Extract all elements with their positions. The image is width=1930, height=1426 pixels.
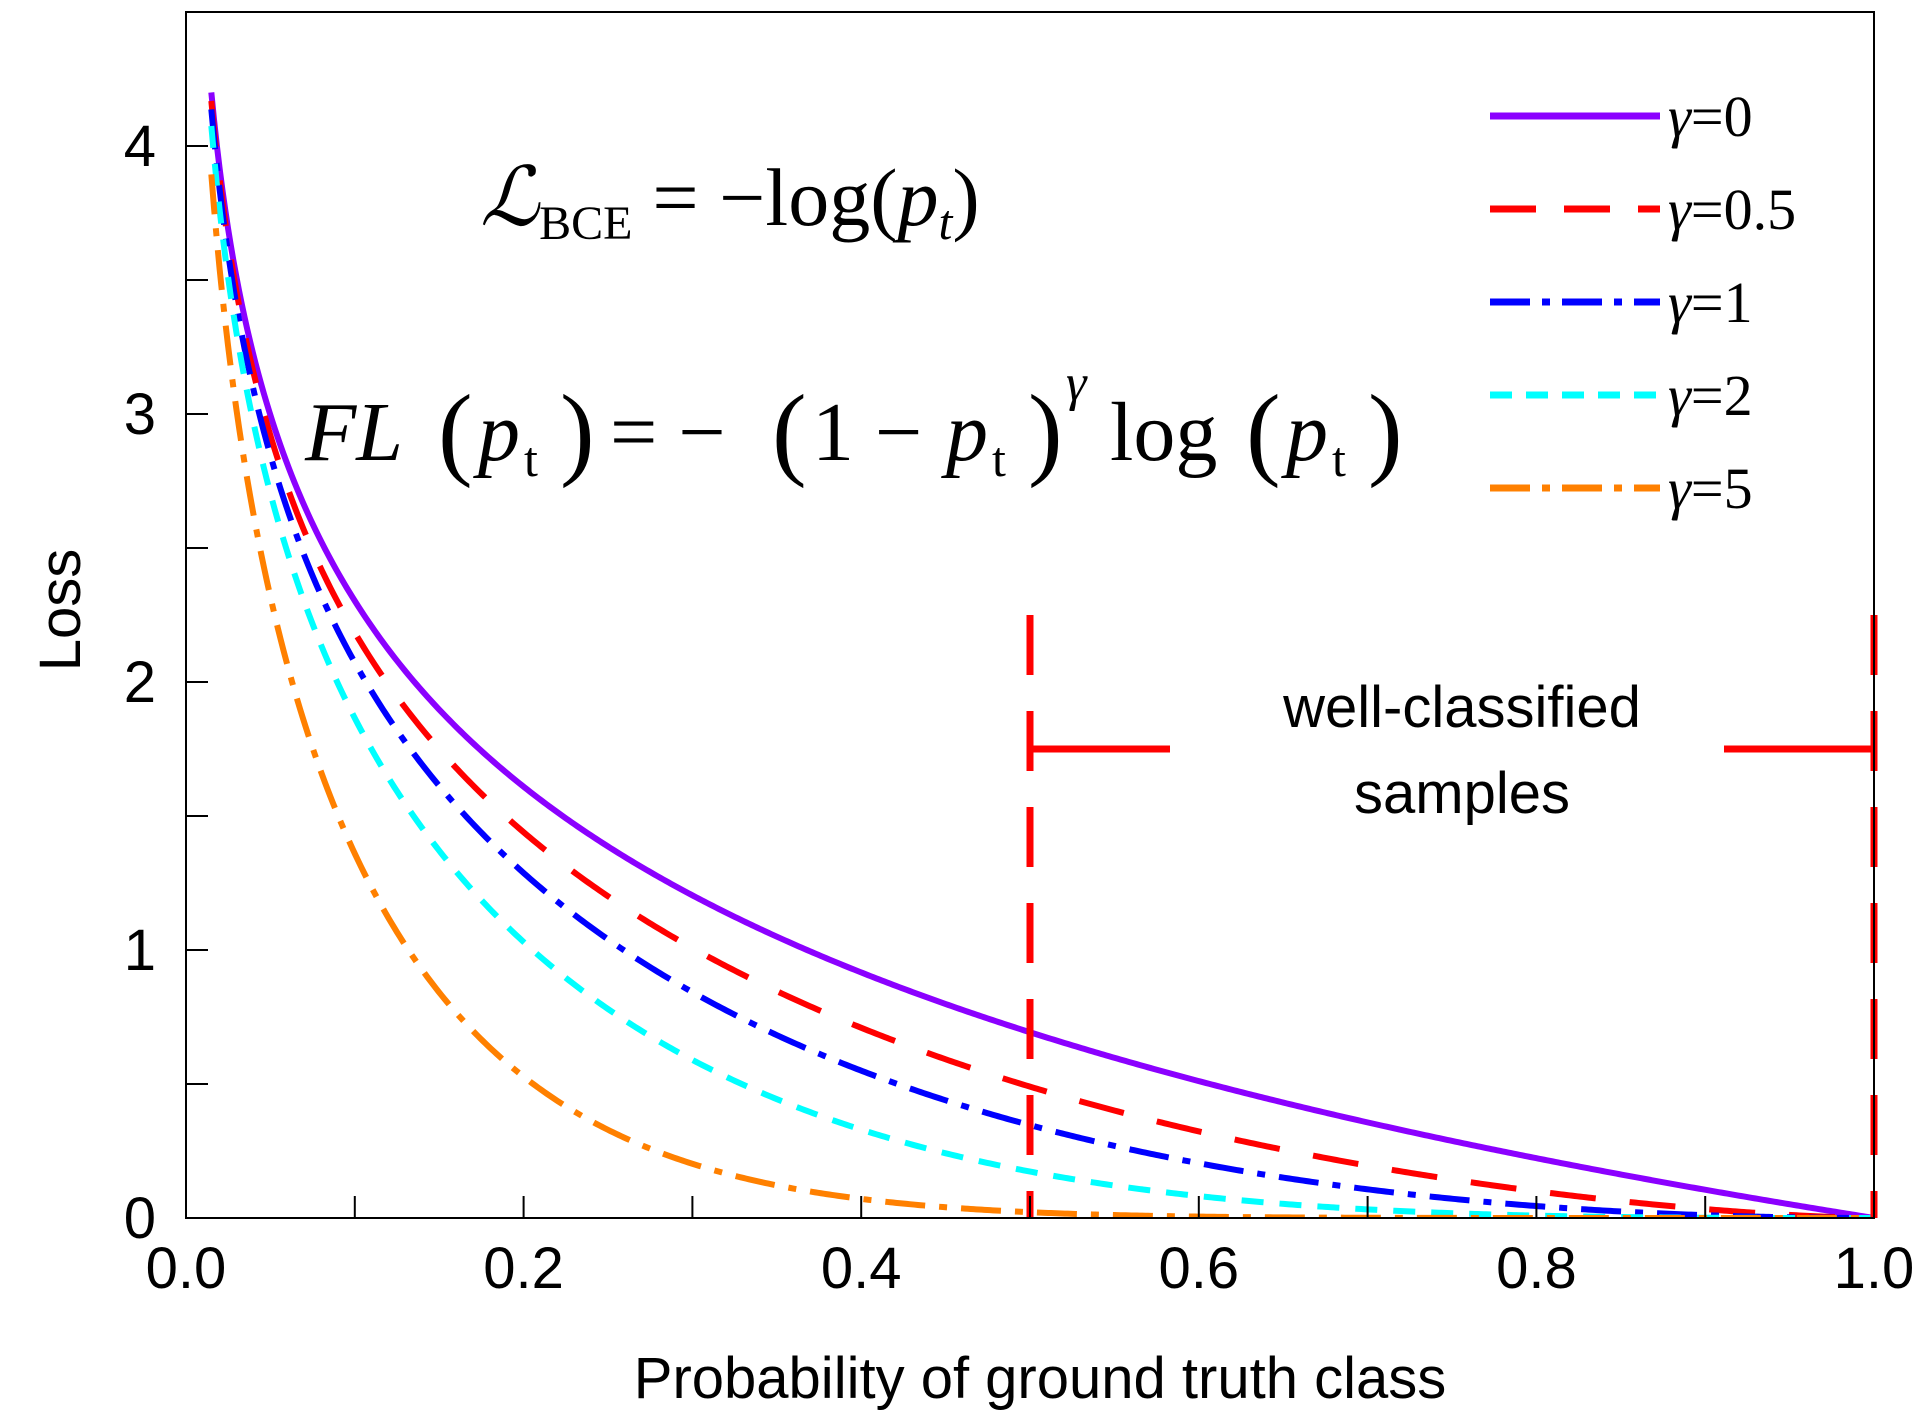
bce-script-l: ℒ bbox=[480, 152, 541, 243]
x-tick-label-4: 0.8 bbox=[1496, 1236, 1577, 1301]
legend-gamma-symbol-2: γ bbox=[1668, 270, 1693, 335]
bce-formula: ℒBCE = −log(pt) bbox=[480, 152, 980, 250]
legend-gamma-value-1: =0.5 bbox=[1691, 177, 1796, 242]
fl-one-minus: 1 − bbox=[812, 386, 922, 479]
region-label-line2: samples bbox=[1354, 761, 1570, 826]
legend-label-2: γ=1 bbox=[1668, 270, 1753, 335]
y-tick-label-2: 2 bbox=[124, 650, 156, 715]
legend-label-4: γ=5 bbox=[1668, 456, 1753, 521]
fl-p-1: p bbox=[473, 386, 520, 479]
y-tick-label-0: 0 bbox=[124, 1186, 156, 1251]
legend-gamma-symbol-3: γ bbox=[1668, 363, 1693, 428]
legend-gamma-value-2: =1 bbox=[1691, 270, 1753, 335]
region-label-line1: well-classified bbox=[1282, 675, 1641, 740]
fl-p-2: p bbox=[941, 386, 988, 479]
fl-close-paren-1: ) bbox=[560, 374, 595, 489]
fl-label: FL bbox=[304, 386, 403, 479]
legend-label-3: γ=2 bbox=[1668, 363, 1753, 428]
x-tick-label-1: 0.2 bbox=[483, 1236, 564, 1301]
fl-close-paren-3: ) bbox=[1368, 374, 1403, 489]
fl-t-3: t bbox=[1332, 431, 1346, 487]
x-tick-label-5: 1.0 bbox=[1834, 1236, 1915, 1301]
legend-gamma-value-3: =2 bbox=[1691, 363, 1753, 428]
x-tick-label-0: 0.0 bbox=[146, 1236, 227, 1301]
legend-gamma-symbol-4: γ bbox=[1668, 456, 1693, 521]
series-line-3 bbox=[208, 125, 1874, 1218]
series-line-0 bbox=[208, 92, 1874, 1218]
legend-label-1: γ=0.5 bbox=[1668, 177, 1796, 242]
series-line-1 bbox=[208, 100, 1874, 1218]
y-axis-label: Loss bbox=[28, 549, 93, 672]
x-tick-label-2: 0.4 bbox=[821, 1236, 902, 1301]
fl-open-paren-2: ( bbox=[772, 374, 807, 489]
fl-formula: FL ( p t ) = − ( 1 − p t ) γ log ( p t ) bbox=[304, 355, 1403, 489]
bce-close: ) bbox=[952, 152, 979, 243]
legend-gamma-value-4: =5 bbox=[1691, 456, 1753, 521]
x-tick-label-3: 0.6 bbox=[1158, 1236, 1239, 1301]
legend: γ=0γ=0.5γ=1γ=2γ=5 bbox=[1490, 84, 1796, 521]
bce-p: p bbox=[893, 152, 939, 243]
fl-t-2: t bbox=[992, 431, 1006, 487]
legend-gamma-value-0: =0 bbox=[1691, 84, 1753, 149]
fl-open-paren-1: ( bbox=[438, 374, 473, 489]
fl-t-1: t bbox=[524, 431, 538, 487]
bce-subscript: BCE bbox=[539, 197, 632, 250]
fl-open-paren-3: ( bbox=[1246, 374, 1281, 489]
series-lines bbox=[208, 92, 1874, 1218]
fl-p-3: p bbox=[1281, 386, 1328, 479]
legend-label-0: γ=0 bbox=[1668, 84, 1753, 149]
well-classified-region: well-classified samples bbox=[1026, 615, 1878, 1218]
series-line-2 bbox=[208, 109, 1874, 1218]
legend-gamma-symbol-0: γ bbox=[1668, 84, 1693, 149]
fl-log: log bbox=[1110, 386, 1217, 479]
fl-close-paren-2: ) bbox=[1028, 374, 1063, 489]
x-axis-label: Probability of ground truth class bbox=[634, 1346, 1446, 1411]
bce-t: t bbox=[939, 194, 954, 250]
bce-equals-log: = −log( bbox=[652, 152, 897, 243]
fl-equals-minus: = − bbox=[610, 386, 726, 479]
axes: 0.0 0.2 0.4 0.6 0.8 1.0 0 1 2 3 4 bbox=[124, 11, 1915, 1301]
y-tick-label-4: 4 bbox=[124, 114, 156, 179]
y-tick-label-1: 1 bbox=[124, 918, 156, 983]
y-tick-label-3: 3 bbox=[124, 382, 156, 447]
fl-gamma: γ bbox=[1066, 355, 1088, 412]
legend-gamma-symbol-1: γ bbox=[1668, 177, 1693, 242]
